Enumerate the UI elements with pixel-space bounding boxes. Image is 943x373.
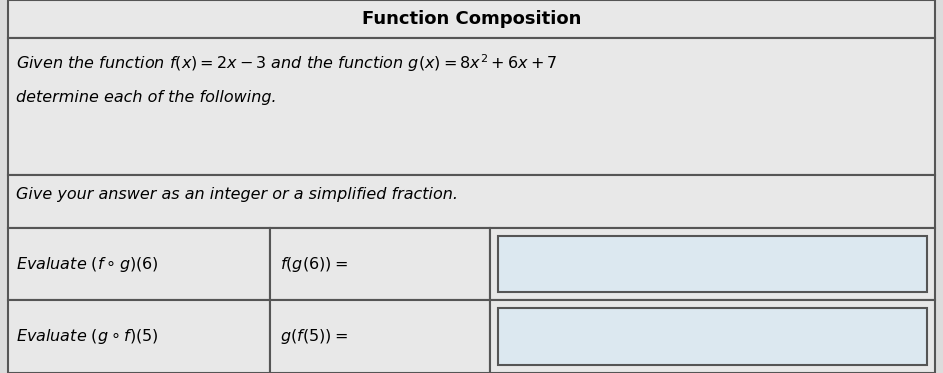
Text: Give your answer as an integer or a simplified fraction.: Give your answer as an integer or a simp… [16, 187, 458, 202]
Text: Given the function $f(x) = 2x - 3$ and the function $g(x) = 8x^2 + 6x + 7$: Given the function $f(x) = 2x - 3$ and t… [16, 52, 557, 74]
Text: determine each of the following.: determine each of the following. [16, 90, 276, 105]
Bar [8, 0, 935, 38]
Bar [8, 38, 935, 175]
Bar [8, 300, 270, 373]
Text: Evaluate $(g \circ f)(5)$: Evaluate $(g \circ f)(5)$ [16, 327, 158, 346]
Bar [490, 228, 935, 300]
Bar [498, 236, 927, 292]
Text: $g(f(5)) = $: $g(f(5)) = $ [280, 327, 348, 346]
Bar [270, 228, 490, 300]
Text: $f(g(6)) = $: $f(g(6)) = $ [280, 254, 348, 273]
Bar [498, 308, 927, 365]
Text: Evaluate $(f \circ g)(6)$: Evaluate $(f \circ g)(6)$ [16, 254, 158, 273]
Bar [8, 175, 935, 228]
Bar [8, 228, 270, 300]
Bar [270, 300, 490, 373]
Bar [490, 300, 935, 373]
Text: Function Composition: Function Composition [362, 10, 581, 28]
